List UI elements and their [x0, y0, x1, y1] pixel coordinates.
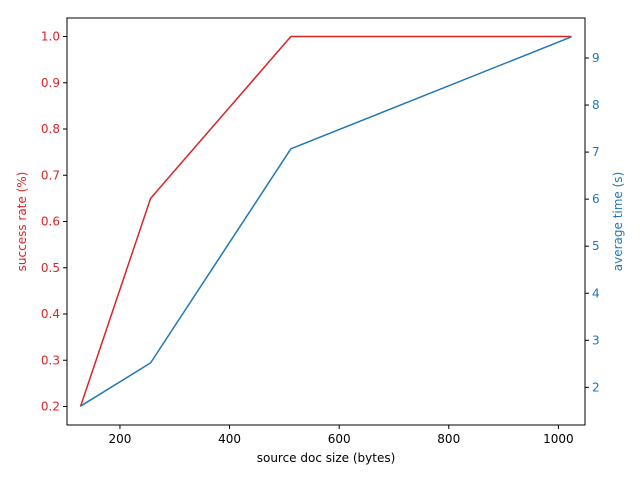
x-tick-label: 1000 [543, 432, 574, 446]
x-axis: 200 400 600 800 1000 [108, 425, 574, 446]
left-y-tick-label: 0.7 [41, 168, 60, 182]
right-y-tick-label: 8 [592, 98, 600, 112]
right-y-tick-label: 7 [592, 145, 600, 159]
x-axis-label: source doc size (bytes) [257, 451, 396, 465]
left-y-axis-label: success rate (%) [15, 172, 29, 272]
left-y-tick-label: 0.5 [41, 261, 60, 275]
right-y-axis: 2 3 4 5 6 7 8 9 [585, 51, 600, 394]
right-y-tick-label: 9 [592, 51, 600, 65]
left-y-tick-label: 0.3 [41, 353, 60, 367]
x-tick-label: 200 [108, 432, 131, 446]
right-y-axis-label: average time (s) [611, 172, 625, 271]
left-y-tick-label: 0.6 [41, 215, 60, 229]
left-y-tick-label: 0.2 [41, 400, 60, 414]
axes-frame [66, 17, 586, 426]
x-tick-label: 400 [218, 432, 241, 446]
left-y-tick-label: 0.9 [41, 76, 60, 90]
right-y-tick-label: 4 [592, 286, 600, 300]
right-y-tick-label: 6 [592, 192, 600, 206]
left-y-tick-label: 0.4 [41, 307, 60, 321]
x-tick-label: 600 [328, 432, 351, 446]
x-tick-label: 800 [437, 432, 460, 446]
left-y-tick-label: 0.8 [41, 122, 60, 136]
series-line-success-rate [79, 35, 572, 407]
series-line-average-time [80, 36, 572, 407]
right-y-tick-label: 2 [592, 380, 600, 394]
right-y-tick-label: 3 [592, 333, 600, 347]
right-y-tick-label: 5 [592, 239, 600, 253]
left-y-axis: 0.2 0.3 0.4 0.5 0.6 0.7 0.8 0.9 1.0 [41, 30, 67, 414]
left-y-tick-label: 1.0 [41, 30, 60, 44]
plot-area [79, 35, 572, 407]
